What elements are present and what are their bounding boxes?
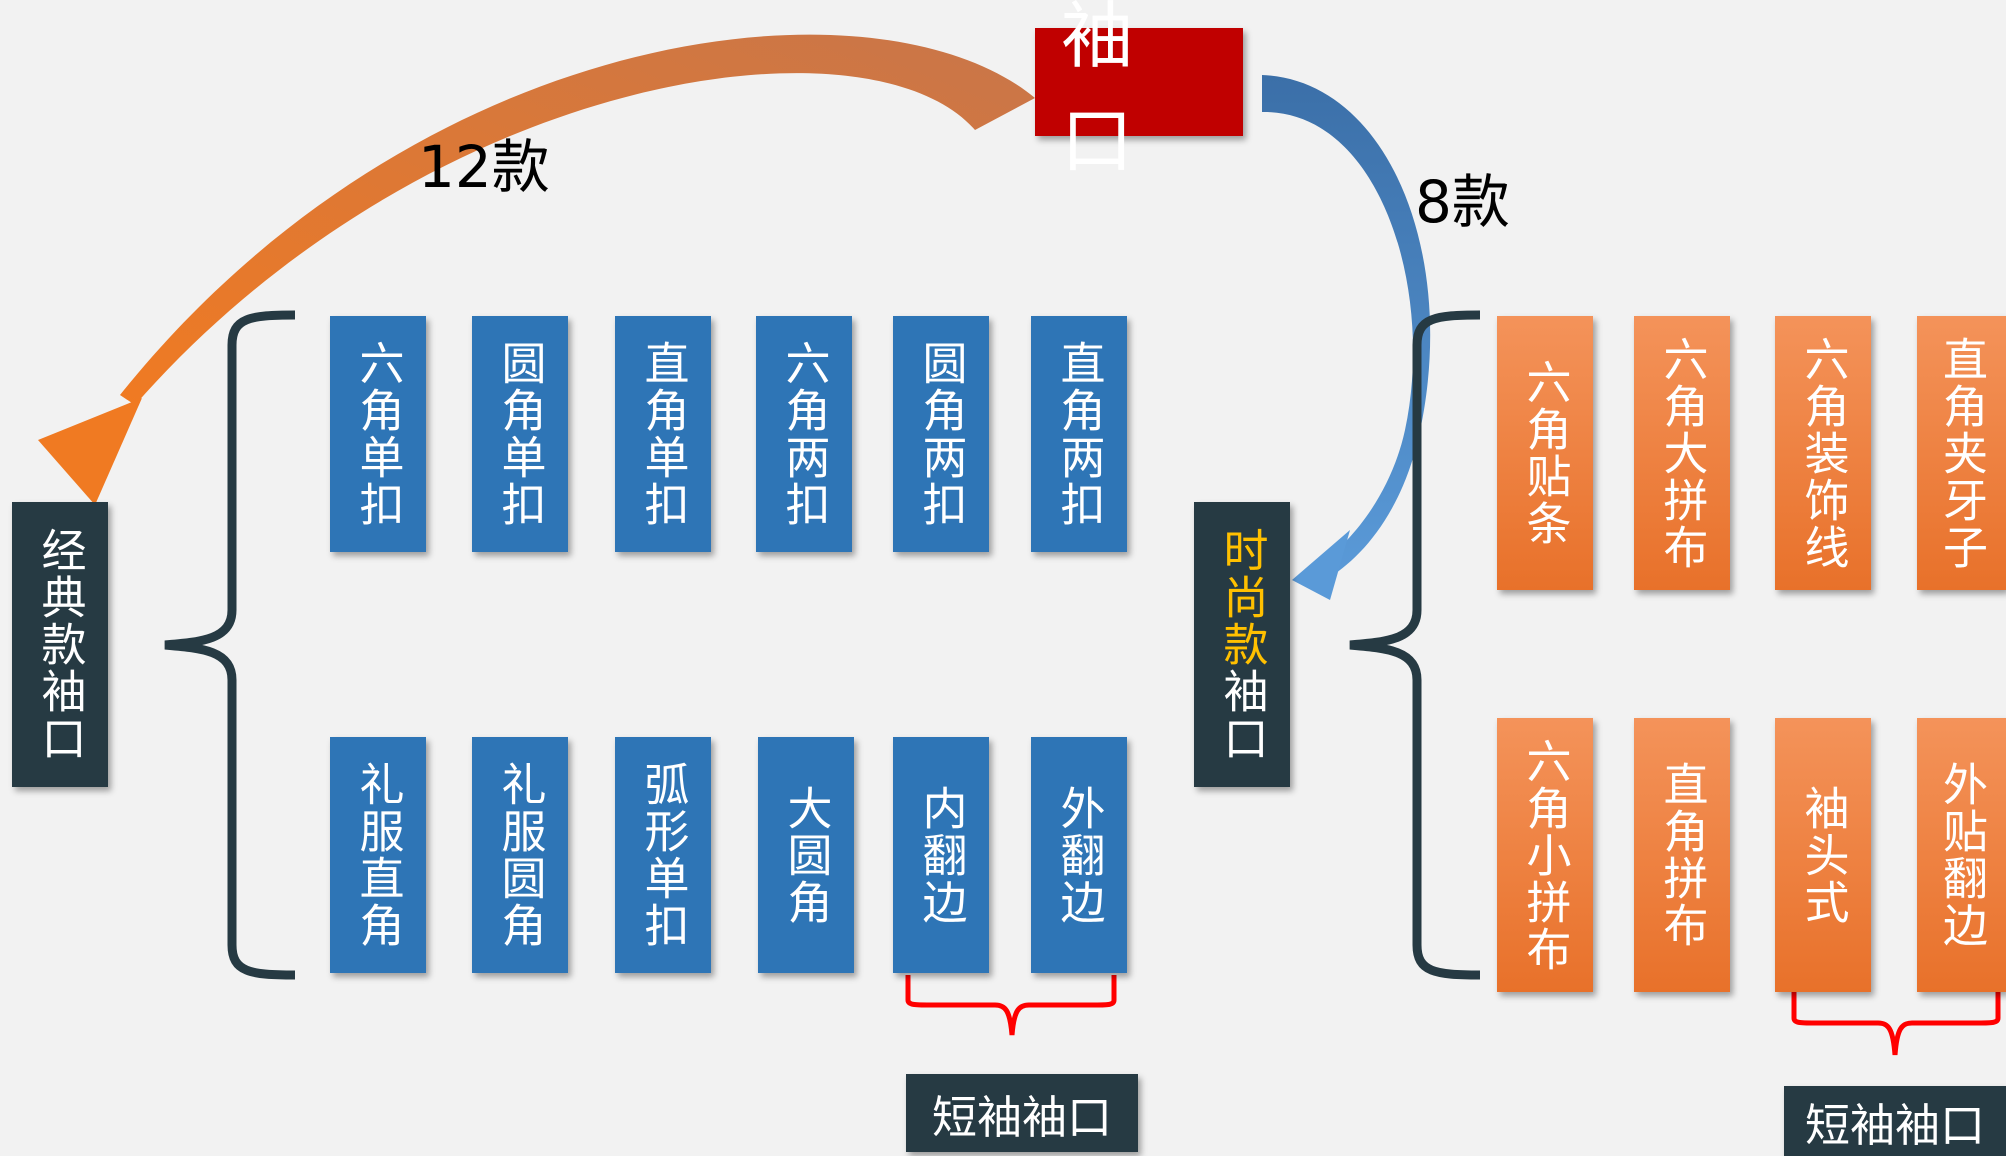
fashion-brace [1349,310,1481,980]
root-node: 袖口 [1035,0,1243,183]
fashion-item: 外贴翻边 [1917,718,2006,992]
fashion-item: 直角夹牙子 [1917,316,2006,590]
fashion-count: 8款 [1415,168,1510,236]
fashion-label-highlight: 时尚款 [1215,527,1269,668]
classic-item: 直角两扣 [1031,316,1127,552]
classic-item: 直角单扣 [615,316,711,552]
classic-item: 弧形单扣 [615,737,711,973]
fashion-item: 六角大拼布 [1634,316,1730,590]
classic-item: 六角单扣 [330,316,426,552]
classic-item: 内翻边 [893,737,989,973]
classic-item: 圆角两扣 [893,316,989,552]
arrow-to-classic [120,34,1035,405]
classic-category-label: 经典款袖口 [12,502,108,787]
arrow-head-fashion [1292,530,1350,600]
fashion-item: 六角小拼布 [1497,718,1593,992]
classic-short-brace [905,975,1117,1036]
classic-brace [164,310,296,980]
fashion-short-sleeve-label: 短袖袖口 [1784,1086,2006,1156]
fashion-short-brace [1791,990,2001,1056]
fashion-label-rest: 袖口 [1215,668,1269,762]
arrow-head-classic [38,398,142,505]
fashion-item: 六角贴条 [1497,316,1593,590]
classic-item: 六角两扣 [756,316,852,552]
classic-item: 礼服直角 [330,737,426,973]
classic-item: 外翻边 [1031,737,1127,973]
fashion-item: 袖头式 [1775,718,1871,992]
fashion-category-label: 时尚款袖口 [1194,502,1290,787]
arrow-to-fashion [1262,75,1431,580]
classic-item: 礼服圆角 [472,737,568,973]
classic-item: 圆角单扣 [472,316,568,552]
classic-short-sleeve-label: 短袖袖口 [906,1074,1138,1152]
root-label: 袖口 [1061,0,1160,183]
classic-count: 12款 [418,133,550,201]
classic-item: 大圆角 [758,737,854,973]
fashion-item: 直角拼布 [1634,718,1730,992]
fashion-item: 六角装饰线 [1775,316,1871,590]
